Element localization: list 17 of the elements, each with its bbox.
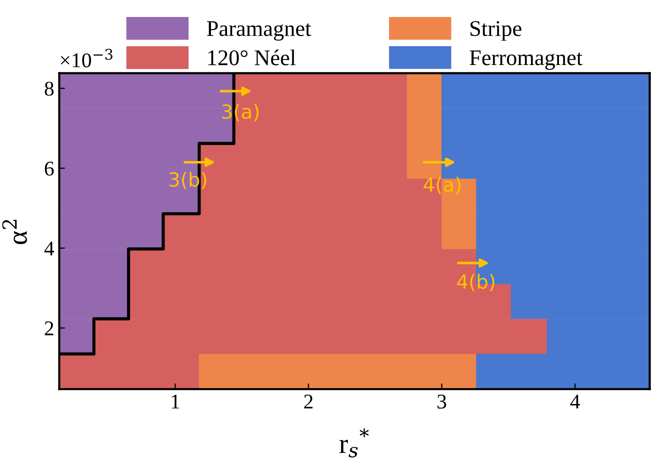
y-tick-label: 2: [44, 321, 54, 336]
legend-label: Stripe: [470, 21, 522, 41]
annotation: 4(a): [424, 176, 461, 194]
y-tick-label: 6: [44, 162, 54, 176]
y-tick-label: 4: [44, 242, 54, 256]
legend-label: 120° Néel: [208, 50, 296, 66]
x-tick-label: 4: [570, 394, 580, 408]
y-tick-label: 8: [44, 82, 54, 96]
legend-label: Ferromagnet: [470, 50, 582, 70]
text: ×10$^{−3}$: [60, 48, 112, 68]
x-tick-label: 1: [172, 394, 180, 408]
x-axis-title: r$_{s}$$^{*}$: [339, 428, 369, 458]
y-axis-title: α$^{2}$: [2, 220, 28, 244]
annotation: 4(b): [457, 274, 494, 292]
x-tick-label: 2: [304, 394, 313, 408]
x-tick-label: 3: [438, 394, 446, 409]
legend-label: Paramagnet: [207, 21, 312, 41]
